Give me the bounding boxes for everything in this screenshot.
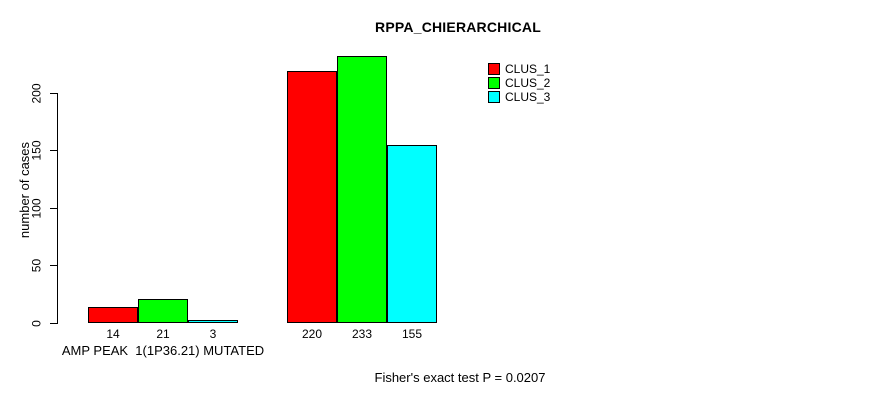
legend-swatch-clus_1: [488, 63, 500, 75]
bar-clus_2-group1: [138, 299, 188, 323]
y-axis-tick-label: 100: [29, 198, 44, 219]
legend-swatch-clus_2: [488, 77, 500, 89]
y-axis-tick: [50, 323, 57, 324]
y-axis-tick: [50, 265, 57, 266]
bar-clus_3-group2: [387, 145, 437, 323]
x-category-label: AMP PEAK 1(1P36.21) MUTATED: [61, 343, 265, 358]
bar-clus_2-group2: [337, 56, 387, 323]
bar-value-label: 21: [156, 327, 170, 341]
legend-label: CLUS_2: [505, 76, 551, 90]
y-axis-tick: [50, 150, 57, 151]
y-axis-tick-label: 150: [29, 140, 44, 161]
legend-item: CLUS_2: [488, 77, 550, 89]
bar-clus_1-group2: [287, 71, 337, 323]
y-axis-tick: [50, 93, 57, 94]
y-axis-tick-label: 50: [29, 258, 44, 273]
bar-value-label: 14: [106, 327, 120, 341]
bar-clus_3-group1: [188, 320, 238, 323]
bar-value-label: 233: [351, 327, 373, 341]
y-axis-tick-label: 200: [29, 83, 44, 104]
bar-value-label: 220: [301, 327, 323, 341]
bar-clus_1-group1: [88, 307, 138, 323]
legend-item: CLUS_1: [488, 63, 550, 75]
stat-annotation: Fisher's exact test P = 0.0207: [374, 370, 546, 385]
y-axis-line: [57, 93, 58, 324]
bar-value-label: 155: [401, 327, 423, 341]
y-axis-tick-label: 0: [29, 320, 44, 327]
legend-item: CLUS_3: [488, 91, 550, 103]
bar-value-label: 3: [209, 327, 217, 341]
legend: CLUS_1 CLUS_2 CLUS_3: [488, 63, 550, 103]
y-axis-tick: [50, 208, 57, 209]
legend-swatch-clus_3: [488, 91, 500, 103]
legend-label: CLUS_1: [505, 62, 551, 76]
legend-label: CLUS_3: [505, 90, 551, 104]
chart-title: RPPA_CHIERARCHICAL: [375, 19, 541, 35]
